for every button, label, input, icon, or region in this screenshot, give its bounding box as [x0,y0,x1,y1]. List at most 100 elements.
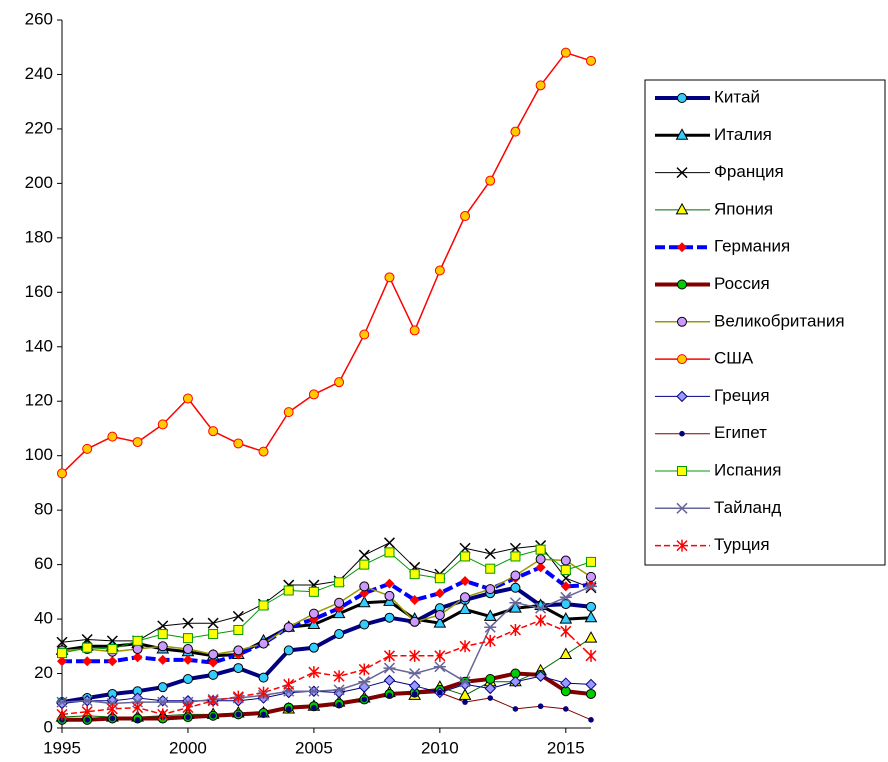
legend-item: Турция [655,535,770,554]
marker [57,656,67,667]
marker [586,571,596,582]
marker [308,642,319,653]
marker [308,586,319,597]
marker [535,80,546,91]
marker [182,644,193,655]
legend-label: Египет [714,423,767,442]
legend-item: США [655,349,754,368]
legend-item: Япония [655,199,773,218]
legend-item: Германия [655,237,790,256]
marker [208,669,219,680]
marker [182,673,193,684]
marker [460,211,471,222]
marker [510,582,521,593]
marker [677,279,687,290]
marker [157,419,168,430]
marker [676,390,688,403]
marker [361,696,368,703]
marker [675,202,689,215]
marker [535,544,546,555]
marker [384,612,395,623]
marker [677,242,687,253]
marker [359,581,370,592]
marker [157,695,169,707]
marker [308,389,319,400]
marker [510,126,521,137]
marker [675,128,689,140]
legend-label: Греция [714,386,770,405]
marker [384,547,395,558]
marker [84,717,90,723]
marker [509,623,521,636]
series-line [61,558,592,656]
marker [82,656,93,667]
marker [333,684,346,696]
marker [333,670,345,683]
marker [233,438,244,449]
marker [182,701,194,714]
y-tick-label: 140 [25,336,53,355]
marker [210,712,216,719]
marker [584,610,598,623]
marker [132,652,143,663]
x-tick-label: 2005 [295,738,333,757]
marker [132,635,143,646]
legend-item: Китай [655,87,760,106]
marker [81,705,93,718]
marker [535,614,547,627]
marker [487,695,494,701]
y-tick-label: 200 [25,173,53,192]
marker [485,673,496,684]
marker [484,682,496,695]
marker [56,636,68,648]
marker [311,704,317,711]
marker [433,661,446,673]
marker [409,595,420,606]
series-line [61,585,592,705]
marker [509,597,522,609]
marker [460,592,471,603]
marker [408,668,421,680]
marker [433,616,447,628]
marker [208,426,219,437]
marker [586,55,596,66]
marker [207,694,219,707]
marker [307,685,320,697]
marker [283,407,294,418]
marker [359,559,370,570]
marker [156,696,169,708]
marker [411,691,418,697]
marker [334,597,345,608]
marker [460,551,471,562]
y-tick-label: 80 [34,500,53,519]
marker [258,672,269,683]
marker [409,325,420,336]
marker [484,548,496,560]
marker [359,619,370,630]
marker [560,625,572,638]
marker [409,569,420,580]
marker [383,674,396,687]
marker [483,609,497,621]
marker [559,591,572,603]
marker [383,537,396,549]
series-line [61,599,592,658]
marker [283,585,294,596]
marker [185,714,191,720]
marker [207,617,219,629]
marker [308,666,320,679]
legend-label: Испания [714,460,781,479]
marker [560,677,572,689]
marker [109,715,116,722]
legend-item: Россия [655,274,770,293]
marker [677,354,687,365]
marker [283,678,295,691]
marker [132,644,143,655]
marker [434,588,445,599]
x-tick-label: 2015 [547,738,585,757]
marker [132,701,144,714]
marker [157,708,169,721]
series-line [61,585,592,705]
marker [208,629,219,640]
